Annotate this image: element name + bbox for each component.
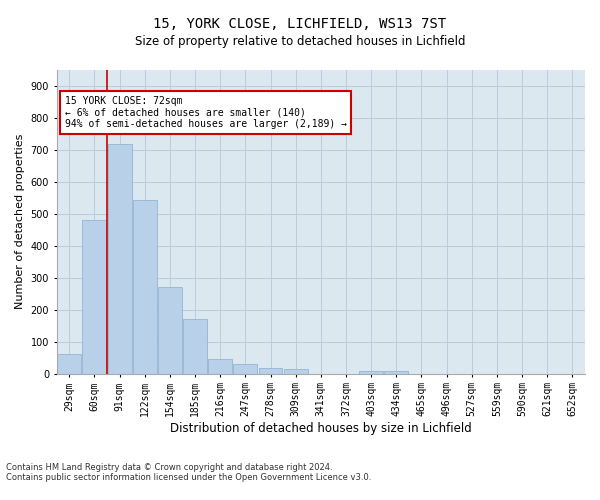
Bar — [82, 220, 106, 374]
Bar — [107, 144, 131, 374]
Y-axis label: Number of detached properties: Number of detached properties — [15, 134, 25, 310]
Text: Contains HM Land Registry data © Crown copyright and database right 2024.: Contains HM Land Registry data © Crown c… — [6, 464, 332, 472]
Text: Size of property relative to detached houses in Lichfield: Size of property relative to detached ho… — [135, 35, 465, 48]
Bar — [133, 200, 157, 374]
Text: 15, YORK CLOSE, LICHFIELD, WS13 7ST: 15, YORK CLOSE, LICHFIELD, WS13 7ST — [154, 18, 446, 32]
Bar — [183, 319, 207, 374]
Bar — [158, 287, 182, 374]
Text: Contains public sector information licensed under the Open Government Licence v3: Contains public sector information licen… — [6, 474, 371, 482]
Bar — [284, 370, 308, 374]
Bar — [359, 371, 383, 374]
Bar — [208, 359, 232, 374]
Text: 15 YORK CLOSE: 72sqm
← 6% of detached houses are smaller (140)
94% of semi-detac: 15 YORK CLOSE: 72sqm ← 6% of detached ho… — [65, 96, 347, 129]
Bar — [58, 354, 81, 374]
Bar — [259, 368, 283, 374]
X-axis label: Distribution of detached houses by size in Lichfield: Distribution of detached houses by size … — [170, 422, 472, 435]
Bar — [385, 371, 408, 374]
Bar — [233, 364, 257, 374]
